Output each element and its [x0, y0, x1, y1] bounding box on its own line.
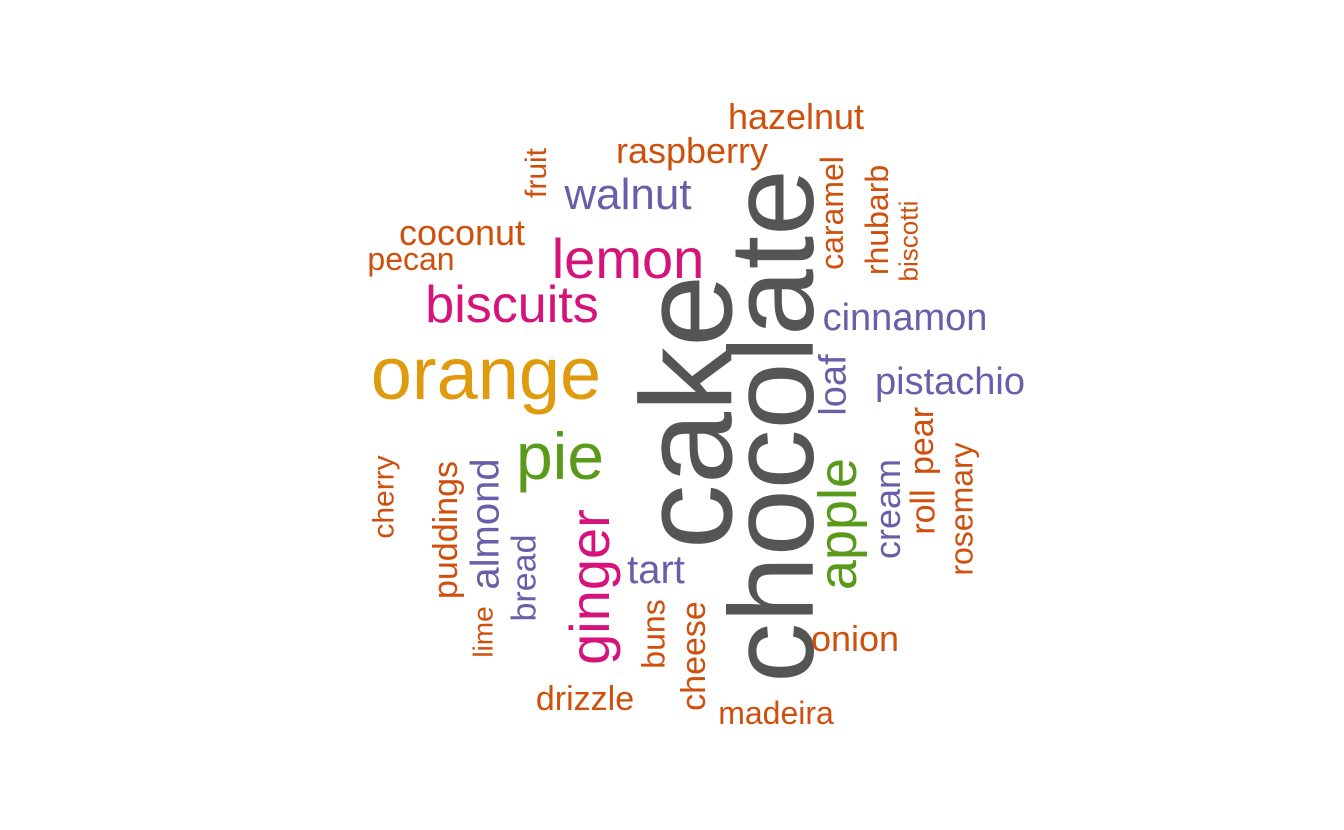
word-cream: cream [867, 458, 908, 560]
word-almond: almond [463, 458, 508, 590]
word-hazelnut: hazelnut [727, 96, 865, 137]
word-pistachio: pistachio [875, 361, 1025, 403]
word-lime: lime [468, 606, 499, 658]
word-raspberry: raspberry [615, 130, 769, 171]
word-bread: bread [505, 534, 543, 622]
word-rhubarb: rhubarb [858, 164, 895, 276]
word-madeira: madeira [718, 695, 834, 731]
word-buns: buns [635, 599, 672, 669]
word-lemon: lemon [551, 227, 705, 290]
word-coconut: coconut [398, 212, 526, 253]
word-pecan: pecan [367, 241, 455, 277]
word-rosemary: rosemary [943, 442, 980, 576]
word-tart: tart [627, 548, 685, 592]
word-roll: roll [905, 489, 943, 535]
word-orange: orange [370, 332, 602, 415]
word-pear: pear [903, 406, 941, 476]
word-cheese: cheese [674, 601, 713, 711]
word-fruit: fruit [519, 147, 553, 199]
word-onion: onion [810, 618, 900, 659]
word-biscotti: biscotti [892, 200, 923, 282]
word-ginger: ginger [557, 509, 621, 665]
word-puddings: puddings [426, 460, 465, 600]
word-apple: apple [807, 457, 868, 591]
word-cinnamon: cinnamon [822, 297, 988, 339]
word-pie: pie [515, 419, 605, 493]
word-loaf: loaf [813, 354, 855, 416]
word-cherry: cherry [367, 455, 401, 539]
word-caramel: caramel [814, 156, 850, 270]
word-cake: cake [612, 274, 759, 550]
word-biscuits: biscuits [425, 276, 599, 334]
word-drizzle: drizzle [535, 680, 635, 718]
word-walnut: walnut [564, 170, 692, 219]
